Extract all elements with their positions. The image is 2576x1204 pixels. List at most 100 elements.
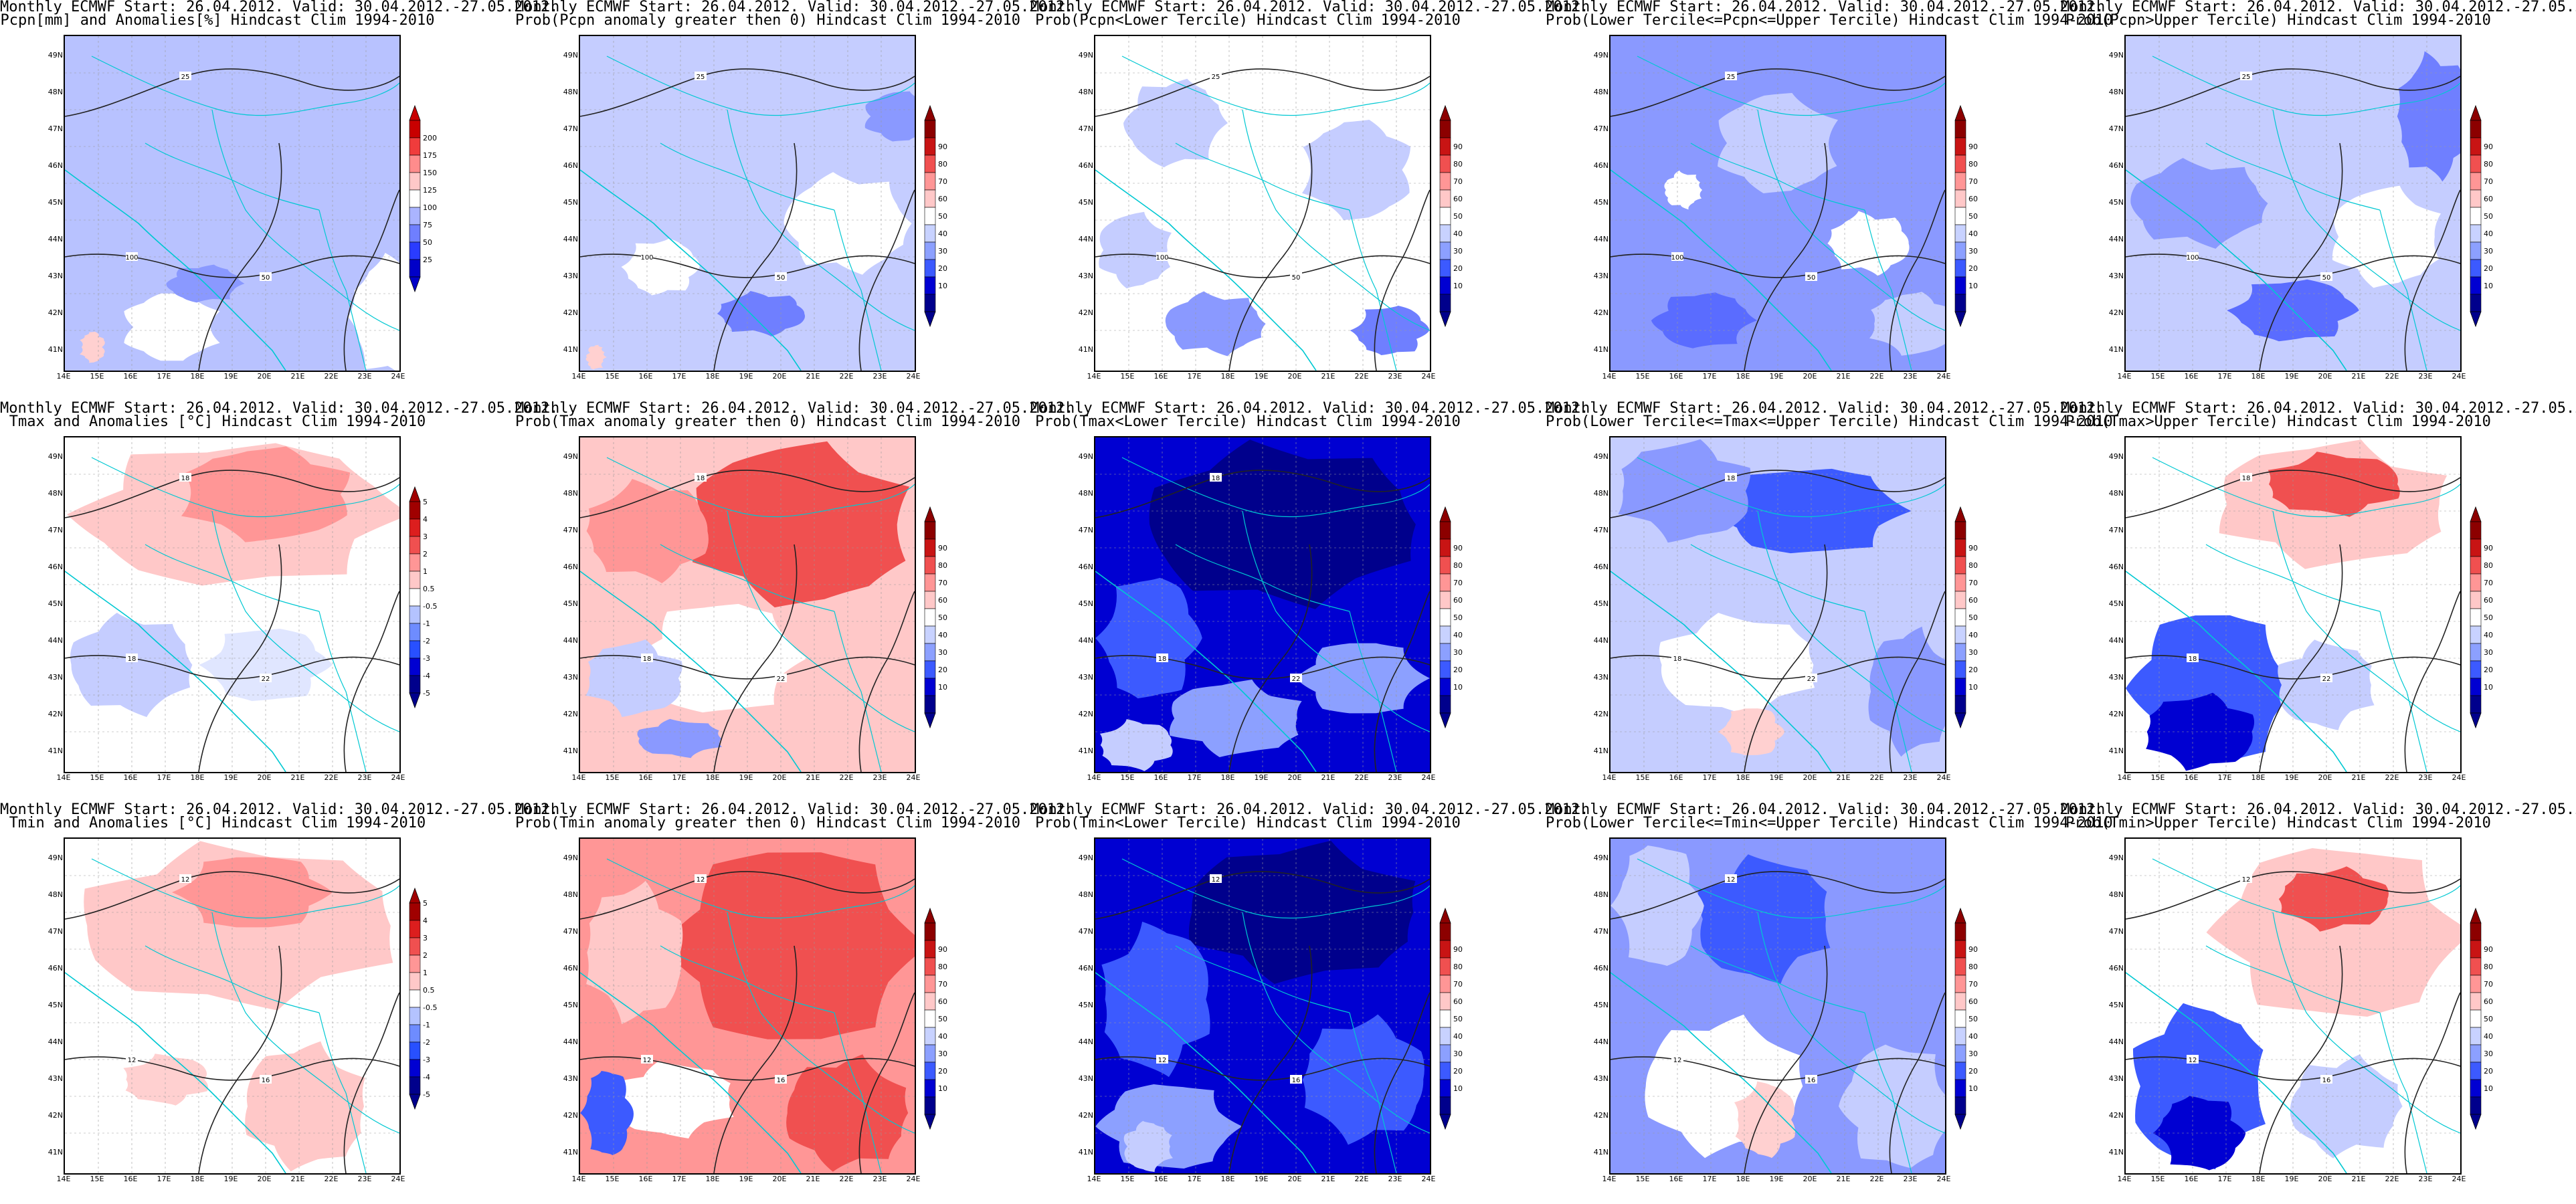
colorbar-segment — [1954, 975, 1966, 993]
colorbar-label: 90 — [2484, 544, 2493, 553]
lon-tick-label: 24E — [391, 773, 405, 782]
colorbar: 5 4 3 2 1 0.5 -0.5 -1 -2 -3 -4 -5 — [408, 428, 448, 720]
colorbar-label: 20 — [938, 666, 947, 674]
lon-tick-label: 22E — [1354, 773, 1369, 782]
colorbar-label: 30 — [938, 648, 947, 657]
lat-tick-label: 46N — [1078, 161, 1093, 170]
lat-tick-label: 47N — [1593, 124, 1608, 133]
colorbar-label: 40 — [938, 1032, 947, 1041]
colorbar-segment — [1439, 591, 1451, 609]
lon-tick-label: 16E — [1669, 372, 1683, 381]
country-border — [2379, 611, 2427, 772]
field-region — [1869, 292, 1945, 356]
colorbar: 90 80 70 60 50 40 30 20 10 — [2469, 428, 2509, 740]
map-area: 12 16 12 — [1609, 837, 1946, 1175]
lon-tick-label: 18E — [705, 372, 720, 381]
colorbar-segment — [409, 518, 421, 537]
lat-tick-label: 44N — [2108, 235, 2124, 243]
lon-tick-label: 14E — [56, 1175, 71, 1183]
field-region — [245, 1041, 365, 1172]
lon-tick-label: 16E — [2184, 1175, 2199, 1183]
lon-tick-label: 18E — [705, 1175, 720, 1183]
colorbar-segment — [409, 501, 421, 520]
panel-header-line: Monthly ECMWF Start: 26.04.2012. Valid: … — [2061, 801, 2576, 818]
contour-label: 50 — [262, 274, 270, 282]
colorbar-label: -1 — [423, 619, 430, 628]
field-region — [585, 344, 607, 370]
lon-tick-label: 23E — [1903, 372, 1918, 381]
climate-contour — [1889, 591, 1945, 772]
colorbar-label: 30 — [1453, 247, 1463, 256]
colorbar-segment — [409, 137, 421, 156]
contour-label-bg — [260, 272, 272, 281]
contour-label-bg — [1671, 654, 1683, 662]
colorbar-segment — [1954, 538, 1966, 557]
colorbar-min-arrow — [2470, 311, 2482, 328]
lat-tick-label: 48N — [48, 88, 63, 96]
colorbar-segment — [1954, 189, 1966, 208]
country-border — [2205, 544, 2381, 612]
map-area: 18 22 18 — [1094, 436, 1431, 773]
field-region — [2152, 1096, 2246, 1171]
climate-contour — [1095, 655, 1430, 680]
panel-header-line: Monthly ECMWF Start: 26.04.2012. Valid: … — [1030, 801, 1589, 818]
lat-tick-label: 47N — [2108, 927, 2124, 936]
lat-tick-label: 49N — [1078, 854, 1093, 862]
lon-tick-label: 15E — [1120, 372, 1135, 381]
colorbar-label: 90 — [938, 945, 947, 954]
contour-label: 16 — [1807, 1077, 1816, 1084]
lon-tick-label: 20E — [772, 1175, 787, 1183]
field-region — [1350, 306, 1430, 355]
lat-tick-label: 48N — [2108, 890, 2124, 899]
map-area: 25 50 100 — [2124, 35, 2462, 372]
climate-contour — [65, 1056, 399, 1081]
colorbar-label: 0.5 — [423, 986, 435, 995]
colorbar-segment — [924, 259, 936, 278]
colorbar-min-arrow — [1954, 311, 1966, 328]
colorbar-segment — [1954, 678, 1966, 696]
lon-tick-label: 16E — [123, 773, 138, 782]
climate-contour — [2259, 142, 2343, 371]
colorbar-segment — [409, 658, 421, 676]
colorbar-label: 70 — [1968, 177, 1978, 186]
lon-tick-label: 14E — [571, 1175, 586, 1183]
colorbar-max-arrow — [409, 486, 421, 502]
country-border — [145, 142, 320, 211]
coastline — [1095, 972, 1317, 1173]
lon-tick-label: 20E — [257, 773, 272, 782]
field-region — [2290, 1054, 2403, 1159]
colorbar-segment — [2470, 155, 2482, 173]
country-border — [1175, 544, 1350, 612]
colorbar-label: 40 — [1968, 1032, 1978, 1041]
colorbar-label: 25 — [423, 256, 432, 264]
colorbar-segment — [2470, 591, 2482, 609]
coastline — [1611, 169, 1832, 371]
lon-tick-label: 17E — [672, 1175, 686, 1183]
colorbar-segment — [409, 259, 421, 278]
colorbar-max-arrow — [1439, 104, 1451, 121]
climate-contour — [580, 655, 915, 680]
climate-contour — [1744, 945, 1828, 1173]
country-border — [318, 1012, 367, 1173]
colorbar-segment — [924, 678, 936, 696]
colorbar: 200 175 150 125 100 75 50 25 — [408, 27, 448, 304]
lon-tick-label: 19E — [2284, 773, 2299, 782]
colorbar-segment — [1439, 940, 1451, 959]
country-border — [1242, 510, 1430, 732]
climate-contour — [1889, 189, 1945, 371]
lon-tick-label: 19E — [1254, 1175, 1269, 1183]
field-region — [1839, 1044, 1945, 1169]
lat-tick-label: 44N — [1593, 1037, 1608, 1046]
panel-subtitle: Pcpn[mm] and Anomalies[%] Hindcast Clim … — [0, 12, 435, 29]
contour-label: 50 — [2322, 274, 2331, 282]
contour-label: 25 — [1727, 74, 1736, 81]
contour-label: 18 — [128, 656, 136, 663]
field-region — [1618, 439, 1751, 543]
contour-label-bg — [1210, 473, 1222, 482]
colorbar-segment — [2470, 625, 2482, 644]
field-region — [586, 880, 683, 1025]
climate-contour — [198, 945, 282, 1173]
panel-header-line: Monthly ECMWF Start: 26.04.2012. Valid: … — [0, 0, 559, 15]
contour-label: 18 — [697, 475, 705, 482]
colorbar-segment — [2470, 137, 2482, 156]
